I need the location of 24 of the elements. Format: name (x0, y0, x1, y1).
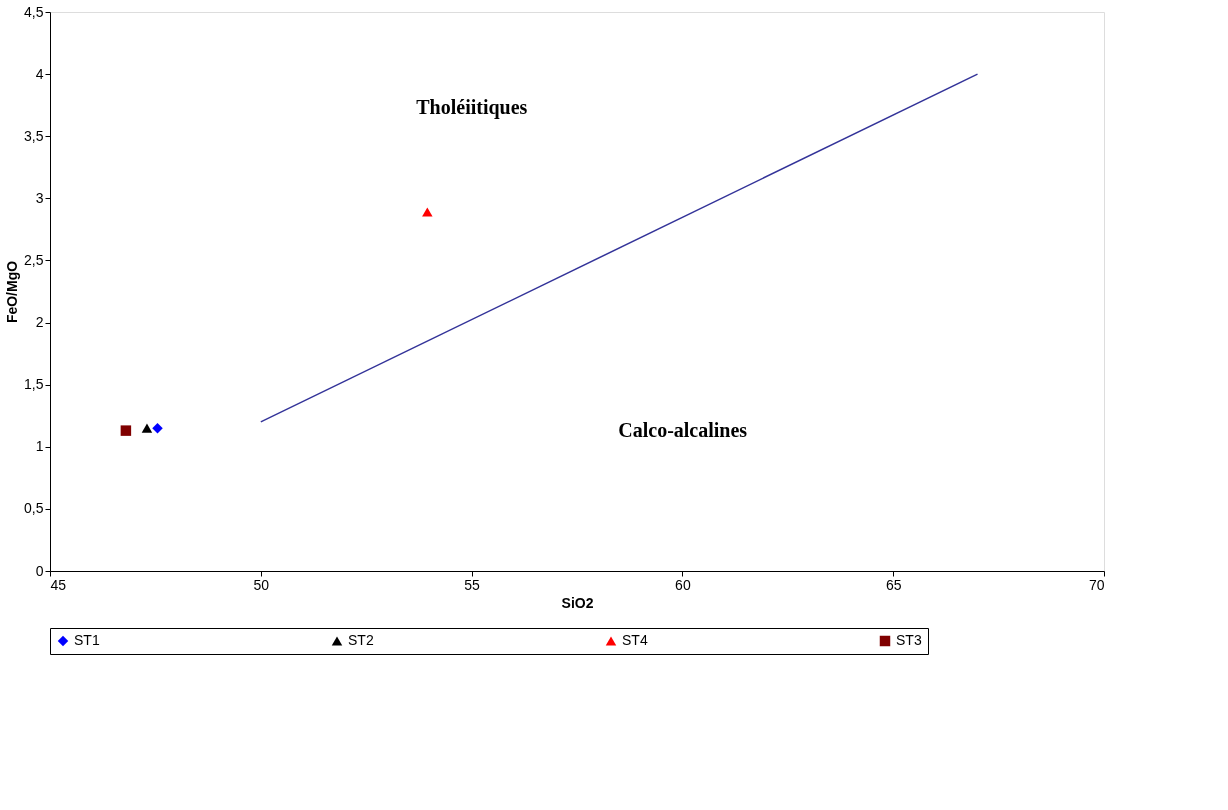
annotation: Calco-alcalines (618, 419, 748, 442)
y-tick-label: 1 (35, 438, 44, 455)
annotation: Tholéiitiques (416, 95, 528, 119)
y-tick-label: 0,5 (24, 500, 44, 517)
x-tick-label: 65 (885, 576, 902, 593)
legend-label: ST3 (896, 632, 922, 648)
x-tick-label: 55 (464, 576, 481, 593)
x-tick-label: 70 (1088, 576, 1105, 593)
legend-label: ST2 (348, 632, 374, 648)
y-tick-label: 3 (35, 189, 44, 206)
x-axis-title: SiO2 (561, 594, 594, 611)
x-tick-label: 45 (50, 576, 67, 593)
y-tick-label: 1,5 (24, 376, 44, 393)
y-tick-label: 3,5 (24, 127, 44, 144)
legend-label: ST1 (74, 632, 100, 648)
y-axis-title: FeO/MgO (4, 260, 21, 324)
y-tick-label: 4 (35, 65, 44, 82)
x-tick-label: 60 (675, 576, 691, 593)
y-tick-label: 2 (35, 314, 44, 331)
y-tick-label: 4,5 (24, 3, 44, 20)
y-tick-label: 2,5 (24, 251, 44, 268)
y-tick-label: 0 (35, 562, 44, 579)
legend-label: ST4 (622, 632, 648, 648)
x-tick-label: 50 (253, 576, 270, 593)
